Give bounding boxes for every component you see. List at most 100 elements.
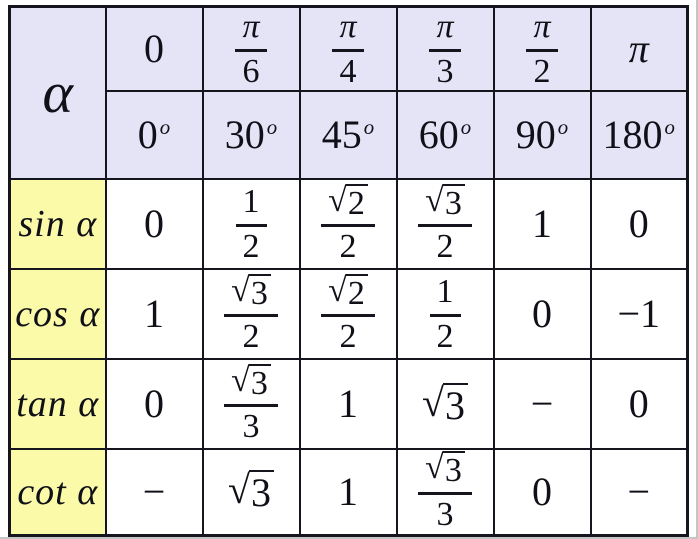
math-value: √ 2 2 <box>321 183 375 265</box>
radicand: 3 <box>248 363 271 402</box>
sqrt-expression: √ 2 <box>328 273 368 312</box>
radicand: 3 <box>248 273 271 312</box>
fraction-numerator: π <box>332 8 364 52</box>
radicand: 3 <box>442 451 465 489</box>
degree-symbol: o <box>460 116 472 140</box>
math-text: − <box>530 381 554 427</box>
radicand: 2 <box>345 273 368 312</box>
degrees-header-cell-2: 45o <box>298 90 398 181</box>
math-value: √ 2 2 <box>321 273 375 355</box>
math-text: 0 <box>532 469 552 515</box>
value-cell-r1-c0: 1 <box>104 268 204 361</box>
math-text: 1 <box>532 201 552 247</box>
degree-value: 30 <box>224 112 265 158</box>
math-text: 0 <box>144 201 164 247</box>
value-cell-r2-c1: √ 3 3 <box>201 358 301 451</box>
degree-value: 45 <box>321 112 362 158</box>
fraction: √ 3 2 <box>224 273 278 356</box>
fraction-numerator: √ 3 <box>224 363 278 408</box>
degree-symbol: o <box>664 116 675 140</box>
fraction-denominator: 3 <box>242 407 259 446</box>
value-cell-r3-c4: 0 <box>492 448 592 537</box>
fraction-denominator: 3 <box>436 52 453 91</box>
value-cell-r3-c3: √ 3 3 <box>395 448 495 537</box>
degree-symbol: o <box>557 116 569 140</box>
sqrt-expression: √ 2 <box>328 183 368 222</box>
degree-value: 180 <box>602 112 663 158</box>
math-value: 1 <box>338 381 358 426</box>
math-text: 1 <box>338 381 358 427</box>
value-cell-r3-c2: 1 <box>298 448 398 537</box>
radicand: 3 <box>442 183 465 222</box>
fraction: √ 3 3 <box>224 363 278 446</box>
sqrt-expression: √ 3 <box>425 181 465 222</box>
value-cell-r2-c0: 0 <box>104 358 204 451</box>
math-text: − <box>627 469 651 515</box>
fraction-denominator: 2 <box>436 227 453 266</box>
math-text: π <box>436 8 454 45</box>
degree-value: 60 <box>418 112 459 158</box>
math-text: −1 <box>617 291 661 337</box>
math-text: 2 <box>339 228 357 266</box>
math-text: 4 <box>339 52 357 90</box>
sqrt-expression: √ 3 <box>425 451 465 489</box>
math-text: 0 <box>144 381 164 427</box>
radical-sign: √ <box>425 181 444 219</box>
math-text: 2 <box>339 318 357 356</box>
value-cell-r3-c1: √ 3 <box>201 448 301 537</box>
radians-header-cell-5: π <box>589 5 689 93</box>
math-text: 6 <box>242 52 260 90</box>
math-value: 0 <box>629 201 649 246</box>
math-value: √ 3 2 <box>418 183 472 265</box>
math-value: √ 3 3 <box>418 451 472 533</box>
sqrt-expression: √ 3 <box>231 273 271 312</box>
radical-sign: √ <box>231 361 250 399</box>
value-cell-r0-c5: 0 <box>589 178 689 271</box>
value-cell-r1-c2: √ 2 2 <box>298 268 398 361</box>
fraction-numerator: √ 2 <box>321 183 375 228</box>
radians-header-cell-0: 0 <box>104 5 204 93</box>
sqrt-expression: √ 3 <box>228 469 274 514</box>
math-text: π <box>628 26 649 72</box>
fraction-numerator: π <box>526 8 558 52</box>
math-value: − <box>627 469 650 514</box>
fraction-denominator: 3 <box>436 495 453 534</box>
math-text: 0 <box>532 291 552 337</box>
math-text: 1 <box>242 183 260 221</box>
math-value: 1 <box>144 291 164 336</box>
degree-value: 90 <box>515 112 556 158</box>
degrees-header-cell-4: 90o <box>492 90 592 181</box>
value-cell-r3-c5: − <box>589 448 689 537</box>
math-text: 3 <box>242 408 260 446</box>
fraction: √ 3 3 <box>418 450 472 533</box>
fraction-numerator: 1 <box>429 273 461 317</box>
math-value: 1 <box>532 201 552 246</box>
fraction-numerator: √ 2 <box>321 273 375 318</box>
value-cell-r2-c3: √ 3 <box>395 358 495 451</box>
math-text: 3 <box>436 52 454 90</box>
function-row-cot: cot α − √ 3 1 √ 3 3 0− <box>8 448 689 537</box>
math-value: √ 3 <box>228 467 274 514</box>
alpha-header-cell: α <box>8 5 107 181</box>
math-value: √ 3 <box>422 380 468 425</box>
fraction-numerator: π <box>429 8 461 52</box>
value-cell-r1-c5: −1 <box>589 268 689 361</box>
fraction-numerator: √ 3 <box>224 273 278 318</box>
value-cell-r0-c2: √ 2 2 <box>298 178 398 271</box>
math-value: 0 <box>629 381 649 426</box>
radicand: 3 <box>248 470 274 514</box>
